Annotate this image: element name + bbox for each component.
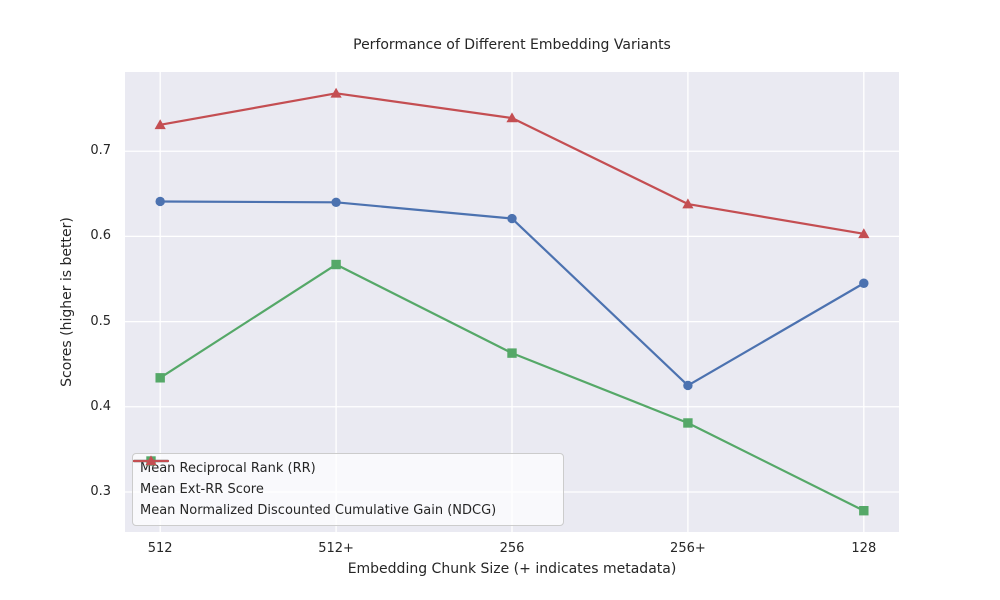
y-tick-label: 0.7 xyxy=(90,143,111,159)
x-tick-label: 128 xyxy=(851,541,877,556)
plot-canvas xyxy=(125,72,899,532)
x-axis-label: Embedding Chunk Size (+ indicates metada… xyxy=(347,561,677,577)
triangle-marker xyxy=(145,455,157,466)
triangle-marker xyxy=(682,198,694,209)
square-marker xyxy=(859,506,869,516)
chart-title: Performance of Different Embedding Varia… xyxy=(353,37,671,53)
x-tick-label: 512 xyxy=(147,541,173,556)
y-tick-labels: 0.3 0.4 0.5 0.6 0.7 xyxy=(0,72,111,532)
triangle-marker xyxy=(506,112,518,123)
x-tick-label: 256+ xyxy=(670,541,706,556)
legend-label: Mean Ext-RR Score xyxy=(140,482,264,497)
x-tick-label: 512+ xyxy=(318,541,354,556)
square-marker xyxy=(683,418,693,428)
square-marker xyxy=(507,348,517,358)
y-tick-label: 0.4 xyxy=(90,398,111,414)
legend-label: Mean Normalized Discounted Cumulative Ga… xyxy=(140,503,497,518)
legend-item: Mean Normalized Discounted Cumulative Ga… xyxy=(133,455,555,521)
plot-area: Mean Reciprocal Rank (RR) Mean Ext-RR Sco… xyxy=(125,72,899,532)
square-marker xyxy=(331,259,341,270)
circle-marker xyxy=(683,380,693,391)
y-tick-label: 0.5 xyxy=(90,313,111,329)
circle-marker xyxy=(859,278,869,288)
circle-marker xyxy=(155,196,165,207)
legend-label: Mean Reciprocal Rank (RR) xyxy=(140,461,316,476)
triangle-marker xyxy=(154,119,166,130)
legend-item: Mean Reciprocal Rank (RR) xyxy=(133,456,555,479)
x-tick-labels: 512 512+ 256 256+ 128 xyxy=(125,540,899,558)
y-tick-label: 0.3 xyxy=(90,483,111,499)
triangle-marker xyxy=(330,87,342,98)
legend: Mean Reciprocal Rank (RR) Mean Ext-RR Sco… xyxy=(132,453,564,526)
y-tick-label: 0.6 xyxy=(90,228,111,244)
circle-marker xyxy=(507,213,517,224)
x-tick-label: 256 xyxy=(499,541,525,556)
triangle-marker xyxy=(858,228,870,239)
square-marker xyxy=(155,373,165,383)
circle-marker xyxy=(331,197,341,208)
legend-item: Mean Ext-RR Score xyxy=(133,456,555,500)
legend-swatch xyxy=(133,455,169,466)
